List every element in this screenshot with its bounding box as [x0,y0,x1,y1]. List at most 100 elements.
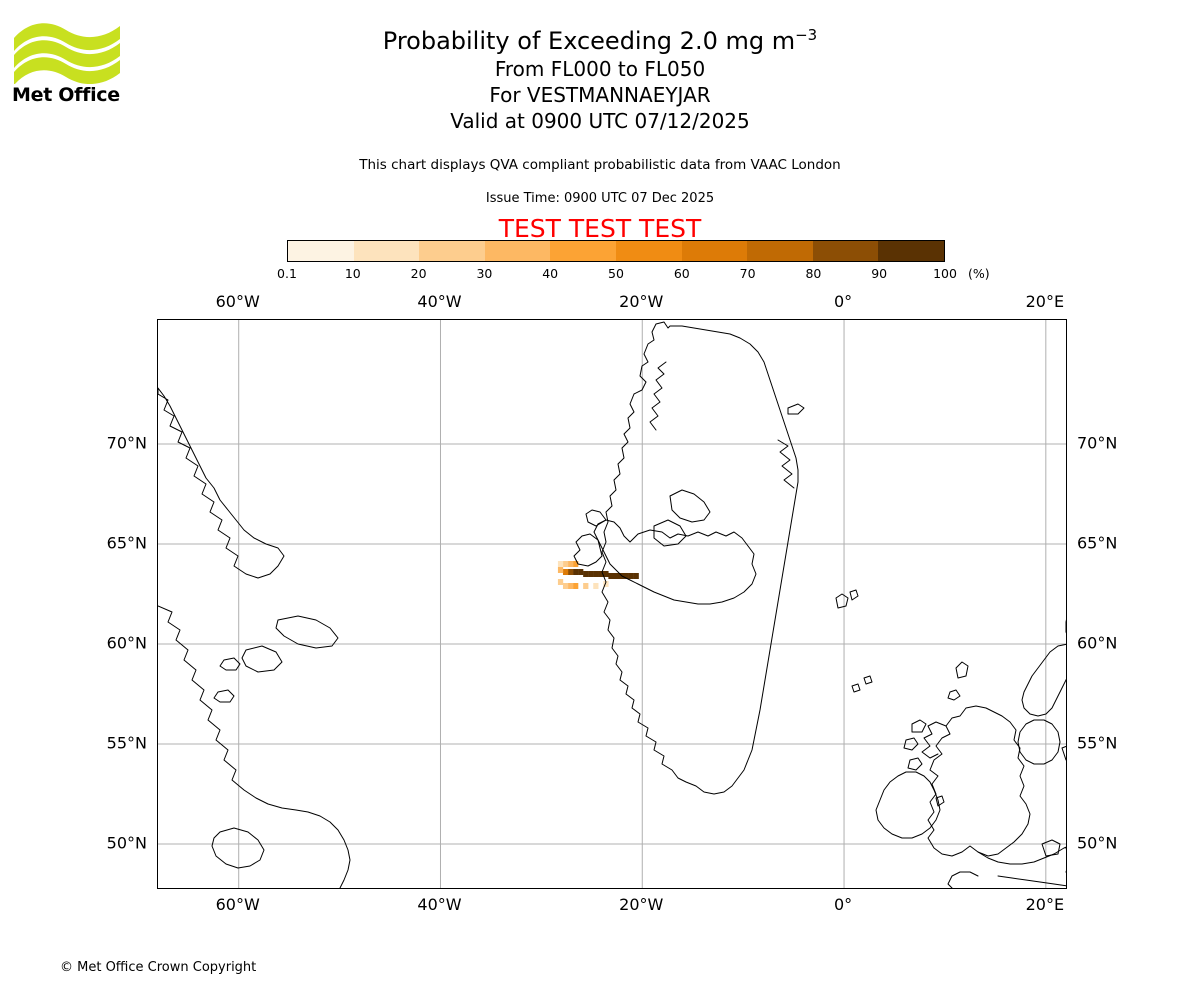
coastline-baffin-island [158,387,285,579]
disclaimer-text: This chart displays QVA compliant probab… [359,157,841,173]
coastline-labrador-inner [241,645,283,673]
map-gridlines [158,320,1066,888]
coastline-iceland [593,519,757,605]
colorbar-tick-20: 20 [410,266,427,281]
coastline-faroe-islands-b [849,589,859,601]
colorbar-tick-50: 50 [608,266,624,281]
colorbar-segment-2 [419,241,485,261]
copyright-notice: © Met Office Crown Copyright [60,960,257,975]
colorbar-tick-60: 60 [673,266,690,281]
plume-cell [568,583,574,589]
colorbar-gradient [287,240,945,262]
coastline-iceland-nw-tip [585,509,607,527]
plume-cell [588,571,594,577]
title-volcano: For VESTMANNAEYJAR [489,83,711,107]
axis-label-lat-left-70: 70°N [106,433,147,453]
coastline-norway-fjords [1021,643,1066,717]
colorbar-tick-70: 70 [739,266,756,281]
plume-cell [562,569,569,575]
colorbar-tick-90: 90 [871,266,888,281]
colorbar-tick-10: 10 [344,266,361,281]
plume-cell [573,583,579,589]
coastline-greenland-fjords-east [777,439,795,489]
axis-label-lon-top--60: 60°W [215,292,260,311]
axis-label-lat-right-50: 50°N [1077,833,1118,853]
plume-cell [583,571,589,577]
coastline-iceland-westfjords [573,533,603,567]
axis-label-lon-bottom-20: 20°E [1025,895,1065,914]
coastline-jan-mayen [787,403,805,415]
axis-label-lat-right-70: 70°N [1077,433,1118,453]
coastline-greenland-scoresby [669,489,711,523]
colorbar-segment-0 [288,241,354,261]
plume-cell [623,573,629,579]
colorbar-tick-labels: 0.1 10 20 30 40 50 60 70 80 90 100 [277,266,957,284]
colorbar-tick-30: 30 [476,266,493,281]
coastline-small-island-a [851,683,861,693]
axis-label-lat-left-55: 55°N [106,733,147,753]
coastline-gb-hebrides-c [907,757,923,771]
colorbar-tick-80: 80 [805,266,822,281]
map-canvas [158,320,1066,888]
map-plot-area[interactable] [157,319,1067,889]
coastline-continental-europe [977,846,1066,865]
coastline-denmark [1017,719,1061,765]
title-line1-text: Probability of Exceeding 2.0 mg m [382,27,796,55]
coastline-denmark-zealand [1061,745,1066,761]
axis-label-lat-right-55: 55°N [1077,733,1118,753]
colorbar-tick-40: 40 [542,266,559,281]
axis-label-lat-left-50: 50°N [106,833,147,853]
plume-cell [557,579,564,585]
axis-label-lat-right-65: 65°N [1077,533,1118,553]
plume-cell [557,567,564,573]
axis-label-lon-bottom--40: 40°W [417,895,462,914]
plume-cell [608,573,614,579]
colorbar-tick-0.1: 0.1 [277,266,297,281]
page-title: Probability of Exceeding 2.0 mg m−3 [0,26,1200,56]
plume-cell [618,573,624,579]
coastline-labrador [158,605,351,888]
colorbar-segment-5 [615,241,682,261]
colorbar-segment-8 [812,241,879,261]
plume-cell [568,569,574,575]
plume-cell [603,581,609,587]
plume-cell [562,583,569,589]
plume-cell [562,561,569,567]
colorbar-segment-3 [484,241,551,261]
coastline-newfoundland [211,827,265,869]
colorbar-segment-1 [353,241,420,261]
colorbar-tick-100: 100 [933,266,957,281]
plume-cell [568,561,574,567]
plume-cell [633,573,639,579]
probability-colorbar [287,240,945,262]
axis-label-lat-left-60: 60°N [106,633,147,653]
coastline-faroe-islands [835,593,849,609]
colorbar-segment-7 [747,241,813,261]
coastline-greenland-fjords-west [649,361,667,431]
plume-cell [613,573,619,579]
title-valid-time: Valid at 0900 UTC 07/12/2025 [450,109,750,133]
logo-wordmark: Met Office [12,84,120,106]
coastline-europe-south-border [997,875,1066,887]
test-banner: TEST TEST TEST [498,214,702,243]
plume-cell [573,561,579,567]
coastline-layer [158,321,1066,888]
axis-label-lon-bottom-0: 0° [833,895,853,914]
coastline-isle-of-man [935,795,945,807]
ash-probability-plume [557,561,639,589]
colorbar-segment-6 [681,241,748,261]
title-exponent: −3 [795,26,818,44]
axis-label-lon-top-20: 20°E [1025,292,1065,311]
plume-cell [557,561,564,567]
coastline-small-island-b [863,675,873,685]
coastline-west-small-b [213,689,235,703]
met-office-logo: Met Office [12,22,122,114]
plume-cell [593,571,599,577]
coastline-greenland [601,321,799,795]
axis-label-lon-bottom--20: 20°W [619,895,664,914]
coastline-labrador-islands [275,615,339,649]
axis-label-lat-right-60: 60°N [1077,633,1118,653]
coastline-orkney [947,689,961,701]
coastline-gb-hebrides-b [903,737,919,751]
plume-cell [583,583,589,589]
